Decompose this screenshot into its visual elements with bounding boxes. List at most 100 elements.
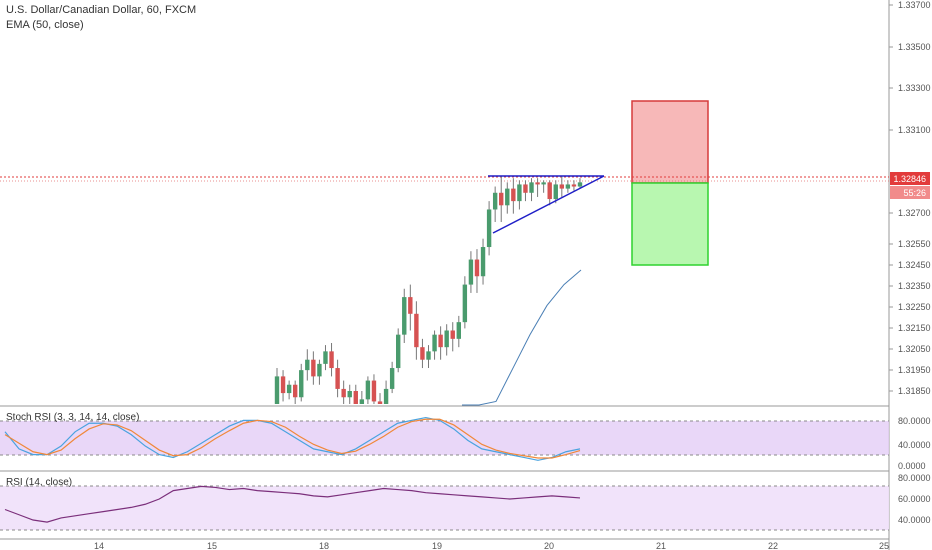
time-tick-label: 20 bbox=[544, 541, 554, 550]
time-tick-label: 25 bbox=[879, 541, 889, 550]
candle-body bbox=[565, 184, 571, 189]
candle-body bbox=[547, 182, 552, 200]
candle-body bbox=[480, 247, 486, 277]
stoch-tick-label: 80.0000 bbox=[898, 416, 931, 426]
stoch-band bbox=[0, 421, 889, 455]
current-price-value: 1.32846 bbox=[893, 174, 926, 184]
price-tick-label: 1.33100 bbox=[898, 125, 931, 135]
stoch-legend: Stoch RSI (3, 3, 14, 14, close) bbox=[6, 412, 139, 423]
candle-body bbox=[462, 284, 468, 323]
candle-body bbox=[353, 391, 358, 404]
time-axis: 14 15 18 19 20 21 22 25 bbox=[94, 541, 889, 550]
candle-body bbox=[541, 182, 546, 185]
rsi-line bbox=[4, 485, 581, 523]
candle-body bbox=[577, 182, 583, 187]
price-tick-label: 1.31950 bbox=[898, 365, 931, 375]
price-tick-label: 1.32350 bbox=[898, 281, 931, 291]
candle-body bbox=[383, 388, 389, 404]
candle-body bbox=[347, 391, 352, 398]
symbol-title: U.S. Dollar/Canadian Dollar, 60, FXCM bbox=[6, 4, 196, 16]
price-tick-label: 1.32450 bbox=[898, 260, 931, 270]
price-tick-label: 1.32700 bbox=[898, 208, 931, 218]
candle-body bbox=[499, 192, 504, 206]
price-tick-label: 1.33300 bbox=[898, 83, 931, 93]
rsi-tick-label: 60.0000 bbox=[898, 494, 931, 504]
candle-body bbox=[492, 192, 498, 210]
rsi-legend: RSI (14, close) bbox=[6, 477, 72, 488]
price-tick-label: 1.33500 bbox=[898, 42, 931, 52]
countdown-badge bbox=[890, 186, 930, 199]
candle-body bbox=[335, 368, 340, 389]
candle-body bbox=[438, 334, 443, 348]
price-tick-label: 1.31850 bbox=[898, 386, 931, 396]
price-axis: 1.33700 1.33500 1.33300 1.33100 1.32700 1.325… bbox=[889, 0, 931, 396]
stop-loss-zone[interactable] bbox=[631, 100, 709, 184]
candle-body bbox=[553, 184, 558, 200]
candle-body bbox=[389, 368, 395, 389]
ema-line bbox=[462, 269, 582, 406]
candles bbox=[274, 176, 583, 404]
candle-body bbox=[280, 376, 286, 394]
rsi-tick-label: 80.0000 bbox=[898, 473, 931, 483]
rsi-tick-label: 40.0000 bbox=[898, 515, 931, 525]
candle-body bbox=[414, 313, 419, 348]
candle-body bbox=[274, 376, 280, 404]
stoch-axis: 80.0000 40.0000 0.0000 bbox=[898, 416, 931, 471]
candle-body bbox=[377, 401, 383, 404]
candle-body bbox=[529, 182, 534, 193]
current-price-badge bbox=[890, 172, 930, 185]
time-tick-label: 15 bbox=[207, 541, 217, 550]
price-tick-label: 1.33700 bbox=[898, 0, 931, 10]
candle-body bbox=[305, 359, 310, 371]
candle-body bbox=[365, 380, 371, 400]
candle-body bbox=[292, 384, 298, 398]
stoch-tick-label: 0.0000 bbox=[898, 461, 926, 471]
stoch-k-line bbox=[4, 416, 581, 461]
candle-body bbox=[559, 184, 565, 189]
candle-body bbox=[426, 351, 431, 360]
time-tick-label: 14 bbox=[94, 541, 104, 550]
candle-body bbox=[359, 399, 365, 404]
candle-body bbox=[450, 330, 455, 339]
time-tick-label: 18 bbox=[319, 541, 329, 550]
rsi-band bbox=[0, 486, 889, 530]
candle-body bbox=[468, 259, 474, 285]
candle-body bbox=[408, 297, 413, 314]
price-tick-label: 1.32250 bbox=[898, 302, 931, 312]
candle-body bbox=[317, 363, 322, 377]
candle-body bbox=[402, 297, 407, 335]
stoch-d-line bbox=[4, 418, 581, 459]
candle-body bbox=[456, 322, 461, 339]
time-tick-label: 19 bbox=[432, 541, 442, 550]
time-tick-label: 22 bbox=[768, 541, 778, 550]
candle-body bbox=[517, 184, 522, 202]
candle-body bbox=[311, 359, 316, 377]
candle-body bbox=[535, 182, 540, 185]
take-profit-zone[interactable] bbox=[631, 182, 709, 266]
candle-body bbox=[341, 388, 346, 398]
candle-body bbox=[486, 209, 492, 248]
candle-body bbox=[474, 259, 480, 277]
candle-body bbox=[523, 184, 528, 193]
candle-body bbox=[571, 184, 577, 187]
stoch-tick-label: 40.0000 bbox=[898, 440, 931, 450]
triangle-bottom-line[interactable] bbox=[492, 175, 605, 234]
candle-body bbox=[505, 188, 510, 206]
candle-body bbox=[299, 370, 304, 398]
price-tick-label: 1.32550 bbox=[898, 239, 931, 249]
candle-body bbox=[420, 347, 425, 360]
candle-body bbox=[371, 380, 377, 402]
rsi-axis: 80.0000 60.0000 40.0000 bbox=[898, 473, 931, 525]
candle-body bbox=[323, 351, 328, 364]
candle-body bbox=[432, 334, 437, 352]
candle-body bbox=[329, 351, 334, 369]
candle-body bbox=[286, 384, 292, 394]
candle-body bbox=[396, 334, 401, 369]
candle-body bbox=[444, 330, 449, 348]
price-tick-label: 1.32150 bbox=[898, 323, 931, 333]
countdown-value: 55:26 bbox=[903, 188, 926, 198]
ema-legend: EMA (50, close) bbox=[6, 19, 84, 31]
price-tick-label: 1.32050 bbox=[898, 344, 931, 354]
time-tick-label: 21 bbox=[656, 541, 666, 550]
